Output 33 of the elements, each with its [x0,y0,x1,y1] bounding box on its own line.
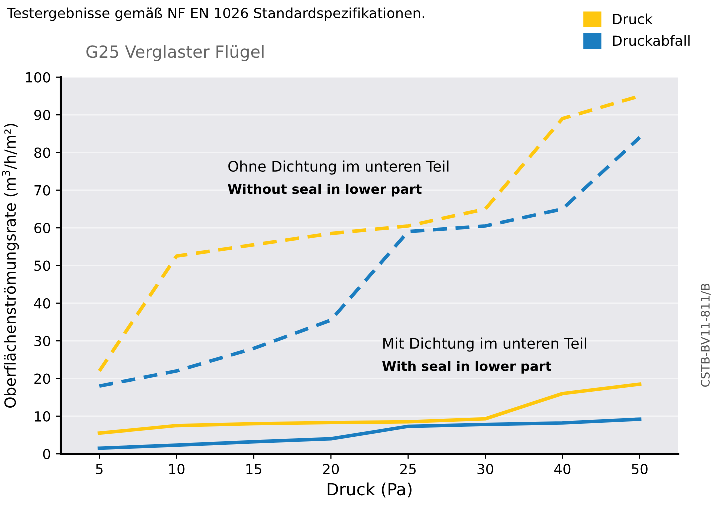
y-tick-label: 90 [34,110,50,121]
y-tick-label: 20 [34,374,50,384]
annotation: With seal in lower part [382,361,552,374]
x-tick-label: 50 [632,464,648,475]
x-tick-label: 25 [400,464,416,475]
y-tick-label: 80 [34,148,50,158]
chart-title: G25 Verglaster Flügel [86,45,264,62]
x-tick-label: 20 [323,464,340,475]
y-tick-label: 70 [34,185,50,196]
x-tick-label: 30 [478,464,494,475]
x-tick-label: 10 [169,464,185,475]
y-tick-label: 30 [34,336,50,347]
legend-label: Druckabfall [613,35,690,46]
line-series [98,382,642,436]
y-axis-title: Oberflächenströmungsrate (m$^{3}$/h/m²) [2,124,20,408]
line-series [98,418,642,450]
line-series [98,136,642,388]
y-tick-label: 100 [26,72,50,83]
y-tick-label: 50 [34,260,50,272]
chart-subtitle: Testergebnisse gemäß NF EN 1026 Standardspezifikationen. [7,8,424,22]
annotation: Mit Dichtung im unteren Teil [384,338,586,352]
y-tick-label: 40 [34,298,50,309]
x-axis-title: Druck (Pa) [328,482,412,498]
x-tick-label: 5 [96,464,103,475]
x-tick-label: 40 [554,464,571,475]
y-tick-label: 0 [43,449,50,460]
text: CSTB-BV11-811/B [701,284,711,388]
x-tick-label: 15 [246,464,262,475]
legend-label: Druck [613,14,653,25]
y-tick-label: 60 [34,223,50,234]
y-tick-label: 10 [35,411,50,422]
annotation: Without seal in lower part [228,184,422,197]
annotation: Ohne Dichtung im unteren Teil [228,160,449,175]
